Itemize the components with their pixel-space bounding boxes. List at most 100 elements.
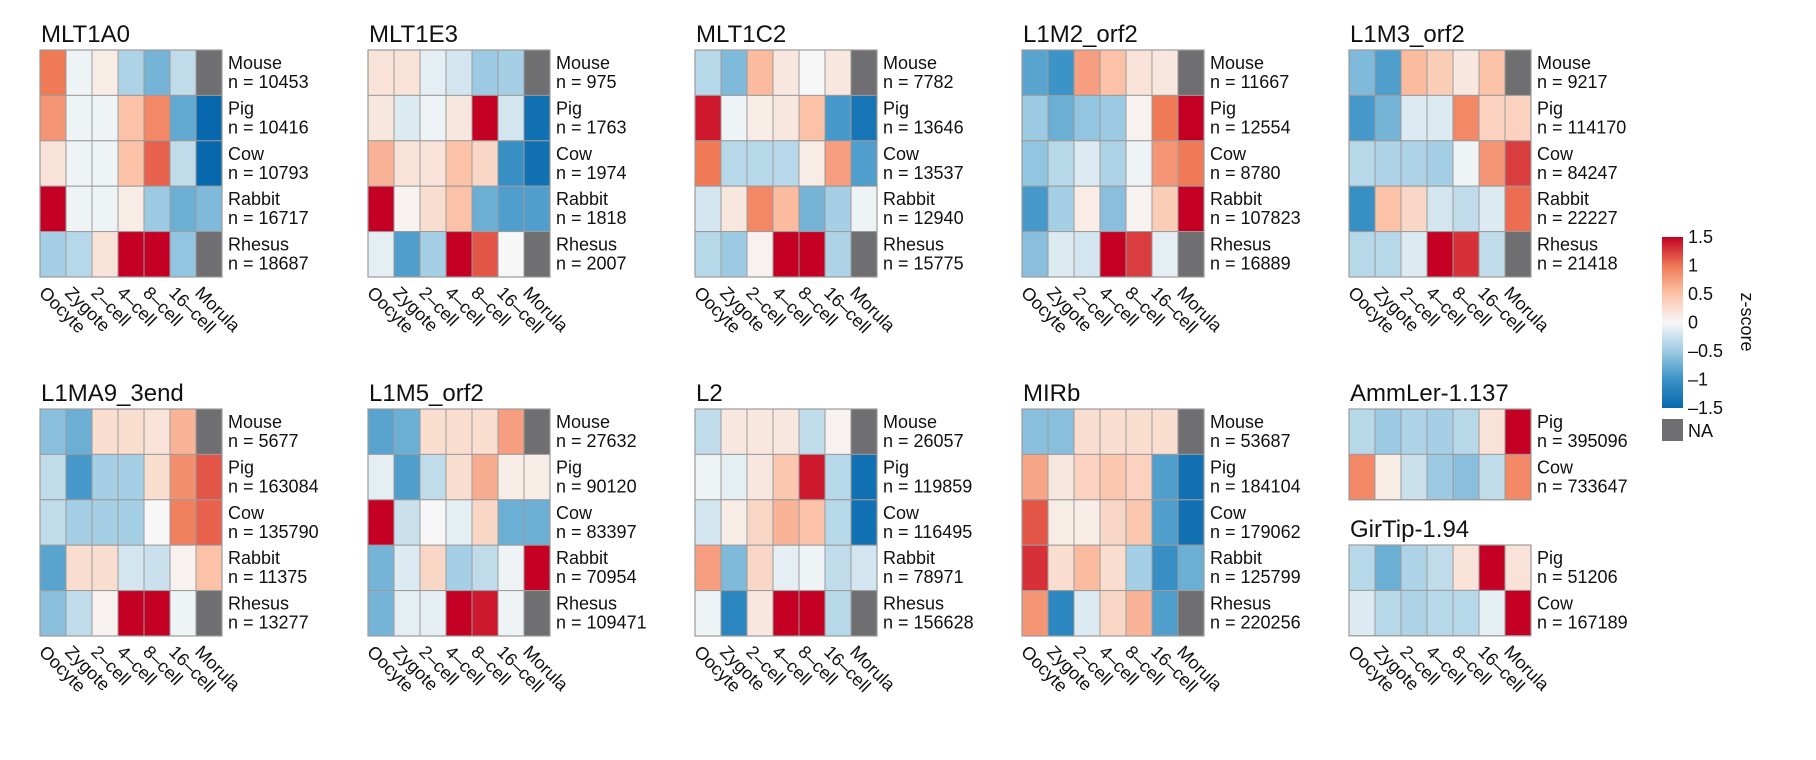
heatmap-cell bbox=[1426, 231, 1454, 278]
heatmap-cell bbox=[1374, 49, 1402, 96]
heatmap-cell bbox=[497, 140, 525, 187]
heatmap-cell bbox=[746, 231, 774, 278]
row-label-species: Rhesus bbox=[556, 235, 617, 255]
heatmap-cell bbox=[497, 94, 525, 142]
heatmap-cell bbox=[746, 140, 774, 187]
heatmap-cell bbox=[1426, 140, 1454, 187]
heatmap-cell bbox=[1348, 589, 1376, 637]
heatmap-cell bbox=[1073, 544, 1101, 592]
heatmap-cell bbox=[39, 94, 67, 142]
heatmap-cell bbox=[694, 590, 722, 637]
heatmap-cell bbox=[1125, 185, 1153, 233]
heatmap-cell bbox=[419, 231, 447, 278]
heatmap-cell bbox=[143, 94, 171, 142]
grid-border bbox=[39, 49, 223, 278]
row-label-species: Cow bbox=[1537, 593, 1574, 613]
heatmap-cell-na bbox=[850, 590, 878, 637]
legend-tick-label: 1 bbox=[1688, 256, 1698, 276]
heatmap-cell bbox=[91, 544, 119, 592]
heatmap-cell bbox=[471, 231, 499, 278]
heatmap-cell bbox=[720, 185, 748, 233]
heatmap-cell bbox=[117, 544, 145, 592]
heatmap-cell bbox=[419, 140, 447, 187]
heatmap-cell bbox=[1374, 453, 1402, 501]
row-label-species: Rabbit bbox=[228, 548, 280, 568]
heatmap-cell bbox=[445, 94, 473, 142]
heatmap-cell bbox=[1099, 140, 1127, 187]
row-label-species: Mouse bbox=[228, 53, 282, 73]
heatmap-cell bbox=[1125, 544, 1153, 592]
heatmap-cell bbox=[1400, 140, 1428, 187]
heatmap-cell bbox=[497, 408, 525, 455]
panel-title: MLT1C2 bbox=[696, 21, 786, 48]
heatmap-cell bbox=[1348, 49, 1376, 96]
heatmap-cell bbox=[367, 94, 395, 142]
panel-title: L1MA9_3end bbox=[41, 380, 184, 407]
heatmap-cell bbox=[772, 185, 800, 233]
heatmap-cell-na bbox=[850, 408, 878, 455]
row-label-count: n = 125799 bbox=[1210, 567, 1301, 587]
row-label-species: Mouse bbox=[556, 53, 610, 73]
row-label-species: Pig bbox=[1537, 548, 1563, 568]
heatmap-cell bbox=[1099, 544, 1127, 592]
row-label-species: Mouse bbox=[1210, 53, 1264, 73]
heatmap-cell bbox=[850, 499, 878, 546]
heatmap-cell bbox=[694, 94, 722, 142]
heatmap-cell bbox=[195, 140, 223, 187]
heatmap-cell bbox=[1125, 140, 1153, 187]
heatmap-cell bbox=[694, 499, 722, 546]
row-label-species: Rabbit bbox=[883, 548, 935, 568]
heatmap-cell bbox=[772, 408, 800, 455]
heatmap-cell bbox=[1177, 499, 1205, 546]
heatmap-cell bbox=[746, 544, 774, 592]
heatmap-cell bbox=[169, 140, 197, 187]
heatmap-cell bbox=[523, 453, 551, 501]
row-label-species: Cow bbox=[883, 503, 920, 523]
row-label-species: Rhesus bbox=[1537, 235, 1598, 255]
heatmap-cell bbox=[195, 94, 223, 142]
heatmap-cell bbox=[169, 231, 197, 278]
heatmap-cell bbox=[746, 94, 774, 142]
heatmap-cell bbox=[1125, 231, 1153, 278]
heatmap-cell bbox=[419, 185, 447, 233]
heatmap-cell bbox=[1073, 453, 1101, 501]
heatmap-cell bbox=[471, 49, 499, 96]
heatmap-cell bbox=[824, 499, 852, 546]
row-label-count: n = 8780 bbox=[1210, 163, 1281, 183]
panel-title: L1M5_orf2 bbox=[369, 380, 484, 407]
heatmap-cell-na bbox=[523, 49, 551, 96]
heatmap-cell bbox=[1073, 140, 1101, 187]
heatmap-cell bbox=[117, 94, 145, 142]
heatmap-cell bbox=[1348, 140, 1376, 187]
row-label-species: Rabbit bbox=[1210, 548, 1262, 568]
heatmap-cell bbox=[1426, 94, 1454, 142]
heatmap-cell bbox=[91, 408, 119, 455]
heatmap-cell bbox=[367, 544, 395, 592]
heatmap-cell bbox=[367, 185, 395, 233]
heatmap-cell bbox=[1400, 185, 1428, 233]
heatmap-cell-na bbox=[523, 231, 551, 278]
heatmap-cell bbox=[65, 544, 93, 592]
grid-border bbox=[1021, 49, 1205, 278]
heatmap-cell bbox=[497, 590, 525, 637]
heatmap-cell bbox=[445, 49, 473, 96]
row-label-species: Cow bbox=[1537, 457, 1574, 477]
heatmap-cell bbox=[798, 94, 826, 142]
row-label-species: Pig bbox=[1210, 98, 1236, 118]
heatmap-cell bbox=[367, 453, 395, 501]
heatmap-cell bbox=[195, 453, 223, 501]
heatmap-cell-na bbox=[1177, 49, 1205, 96]
heatmap-cell bbox=[1047, 590, 1075, 637]
row-label-count: n = 119859 bbox=[883, 476, 972, 496]
row-label-species: Mouse bbox=[556, 412, 610, 432]
heatmap-cell bbox=[746, 453, 774, 501]
heatmap-cell bbox=[65, 590, 93, 637]
row-label-species: Cow bbox=[1537, 144, 1574, 164]
heatmap-cell bbox=[694, 185, 722, 233]
heatmap-cell bbox=[367, 49, 395, 96]
heatmap-cell bbox=[523, 140, 551, 187]
z-score-legend: 1.5 1 0.5 0 –0.5 –1 –1.5 NA z-score bbox=[1662, 227, 1757, 441]
heatmap-cell bbox=[1478, 453, 1506, 501]
